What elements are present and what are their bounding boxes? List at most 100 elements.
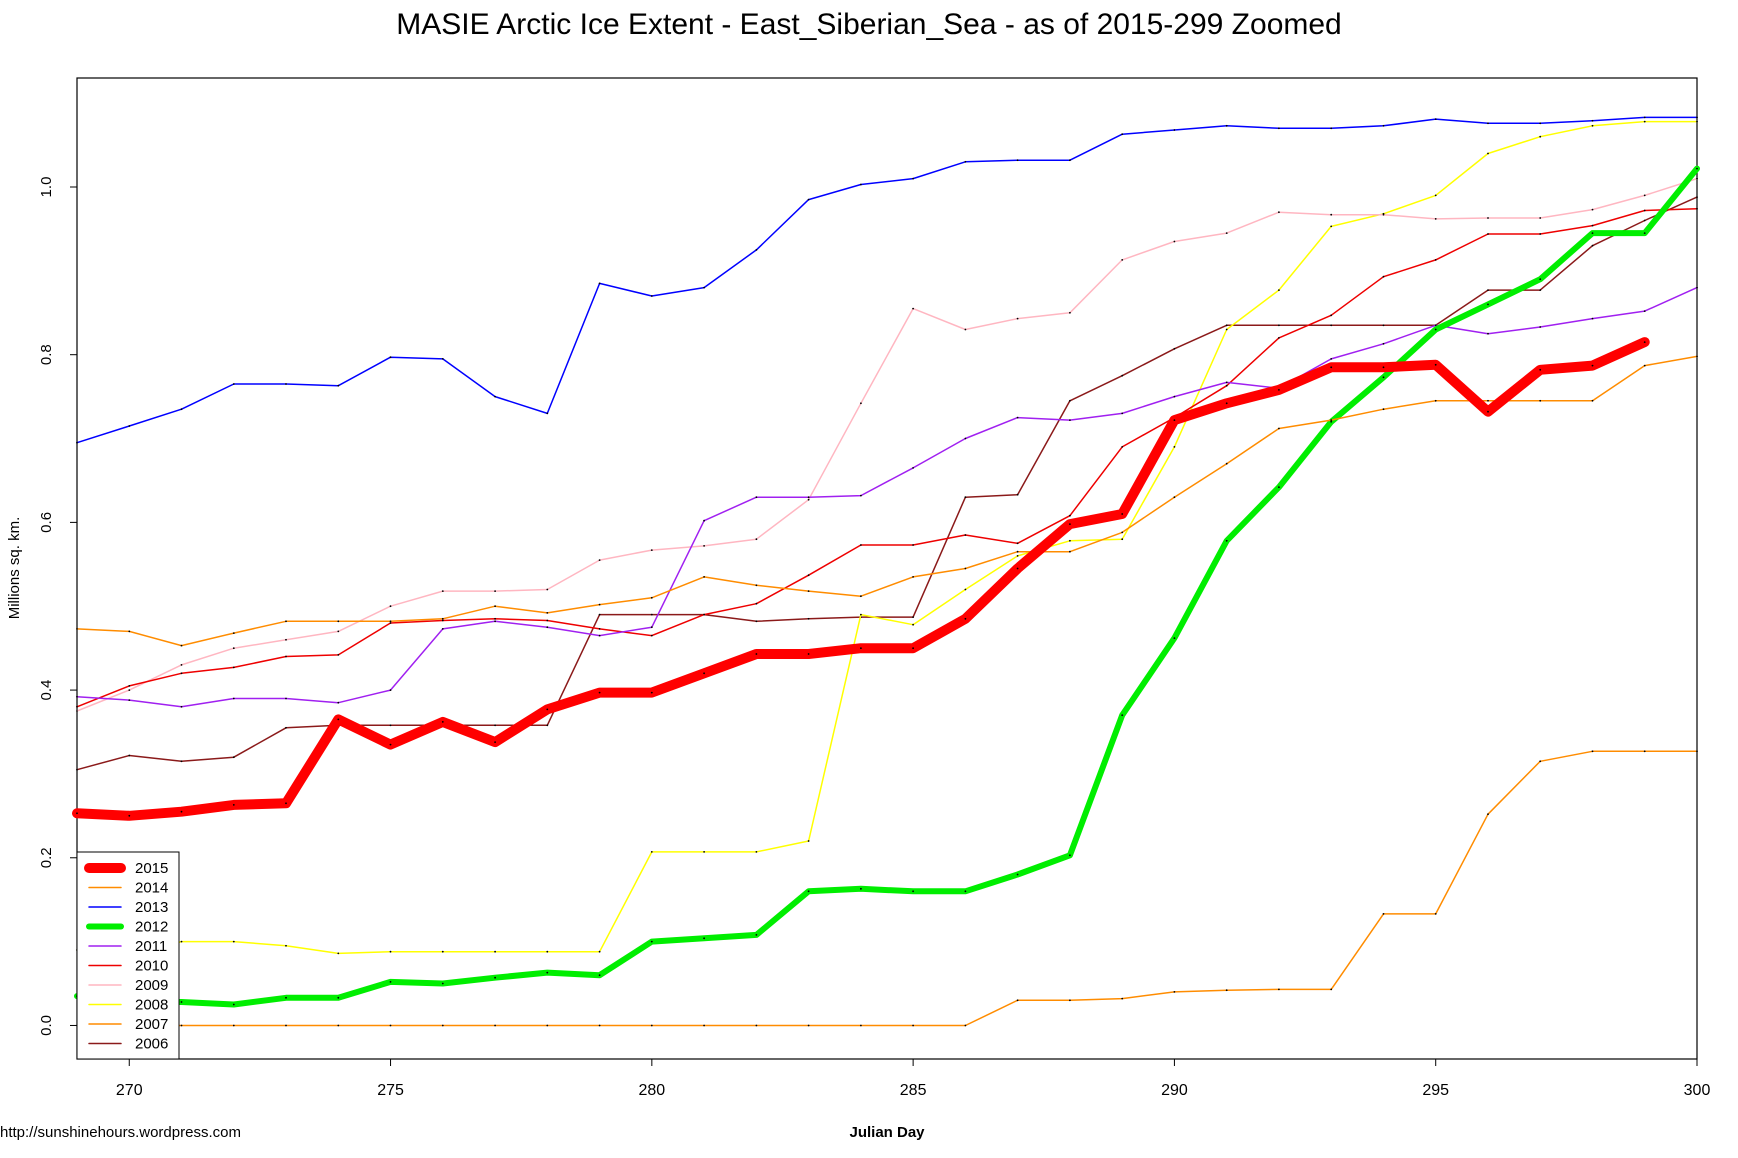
series-point-2009: [1487, 217, 1489, 219]
series-point-2013: [703, 286, 705, 289]
series-point-2013: [128, 425, 131, 427]
series-point-2011: [1069, 419, 1071, 421]
legend-label-2013: 2013: [135, 899, 168, 916]
series-point-2013: [1382, 124, 1385, 127]
series-point-2009: [1591, 208, 1594, 211]
series-line-2014: [76, 355, 1698, 647]
series-point-2010: [494, 617, 496, 620]
series-point-2008: [337, 952, 340, 955]
series-point-2015: [964, 617, 967, 620]
series-point-2007: [1434, 913, 1437, 915]
series-point-2007: [1278, 988, 1280, 991]
series-point-2009: [1121, 259, 1124, 261]
series-point-2015: [180, 810, 183, 813]
series-point-2006: [1591, 244, 1594, 247]
series-point-2015: [441, 721, 444, 723]
series-point-2010: [232, 666, 235, 669]
series-point-2015: [1330, 366, 1333, 369]
series-point-2006: [1330, 324, 1333, 327]
series-point-2012: [494, 976, 496, 979]
series-point-2014: [964, 567, 967, 570]
series-point-2007: [494, 1024, 496, 1027]
series-point-2013: [860, 183, 862, 186]
series-point-2011: [232, 697, 235, 700]
series-point-2008: [1591, 124, 1594, 127]
series-point-2007: [1069, 999, 1071, 1002]
series-point-2014: [1330, 419, 1333, 421]
series-point-2013: [546, 412, 549, 415]
series-point-2012: [1591, 232, 1594, 235]
series-point-2006: [598, 613, 601, 616]
series-point-2010: [1382, 275, 1385, 278]
series-point-2011: [1121, 412, 1124, 415]
series-point-2006: [1016, 493, 1019, 496]
series-point-2007: [232, 1024, 235, 1027]
series-point-2012: [650, 940, 653, 943]
series-point-2007: [441, 1024, 444, 1027]
series-point-2008: [232, 940, 235, 943]
series-point-2009: [285, 638, 287, 641]
series-point-2010: [598, 628, 601, 630]
series-point-2012: [964, 890, 967, 893]
series-point-2014: [546, 612, 549, 614]
series-point-2014: [807, 590, 810, 592]
series-point-2014: [1173, 496, 1176, 499]
series-point-2006: [494, 724, 496, 727]
series-point-2010: [1643, 209, 1646, 212]
series-point-2010: [807, 574, 810, 577]
series-point-2012: [546, 971, 549, 974]
series-point-2011: [389, 689, 392, 691]
x-tick-label: 295: [1422, 1082, 1449, 1099]
series-point-2010: [180, 672, 183, 675]
series-point-2011: [912, 467, 914, 469]
y-tick-label: 0.8: [38, 344, 55, 365]
series-line-2011: [76, 286, 1698, 708]
series-point-2012: [912, 890, 914, 893]
series-point-2011: [285, 697, 287, 700]
series-point-2007: [1121, 997, 1124, 1000]
series-point-2014: [1016, 550, 1019, 553]
series-point-2006: [1487, 289, 1489, 291]
series-point-2007: [1643, 750, 1646, 753]
series-point-2007: [860, 1024, 862, 1027]
series-point-2013: [1278, 127, 1280, 130]
y-axis: 0.0 0.2 0.4 0.6 0.8 1.0: [38, 177, 77, 1036]
series-point-2011: [1173, 395, 1176, 398]
series-point-2006: [1643, 219, 1646, 222]
x-axis-label: Julian Day: [849, 1124, 925, 1141]
series-point-2014: [598, 603, 601, 606]
series-point-2015: [1016, 567, 1019, 570]
y-tick-label: 0.4: [38, 680, 55, 701]
series-point-2008: [650, 851, 653, 853]
series-point-2007: [598, 1024, 601, 1027]
series-point-2012: [1330, 420, 1333, 423]
series-point-2008: [1434, 194, 1437, 197]
series-point-2014: [1278, 427, 1280, 430]
series-point-2015: [1069, 523, 1071, 525]
series-point-2011: [1643, 310, 1646, 312]
series-point-2014: [1643, 364, 1646, 367]
series-point-2014: [128, 630, 131, 633]
series-point-2009: [1225, 232, 1228, 235]
series-point-2010: [128, 685, 131, 687]
series-point-2009: [494, 590, 496, 592]
legend-label-2007: 2007: [135, 1016, 168, 1033]
series-line-2013: [76, 116, 1698, 444]
series-point-2008: [1330, 225, 1333, 228]
series-point-2012: [232, 1003, 235, 1006]
series-point-2007: [703, 1024, 705, 1027]
series-point-2010: [1487, 233, 1489, 235]
series-point-2013: [1330, 127, 1333, 130]
series-point-2011: [1016, 416, 1019, 419]
series-point-2010: [650, 634, 653, 637]
series-point-2012: [1225, 539, 1228, 542]
series-point-2013: [389, 356, 392, 359]
series-point-2012: [1434, 328, 1437, 331]
series-point-2010: [1278, 337, 1280, 339]
series-line-2010: [76, 208, 1698, 708]
x-tick-label: 270: [116, 1082, 143, 1099]
series-point-2012: [441, 982, 444, 985]
series-point-2008: [546, 950, 549, 953]
series-point-2007: [1225, 989, 1228, 992]
